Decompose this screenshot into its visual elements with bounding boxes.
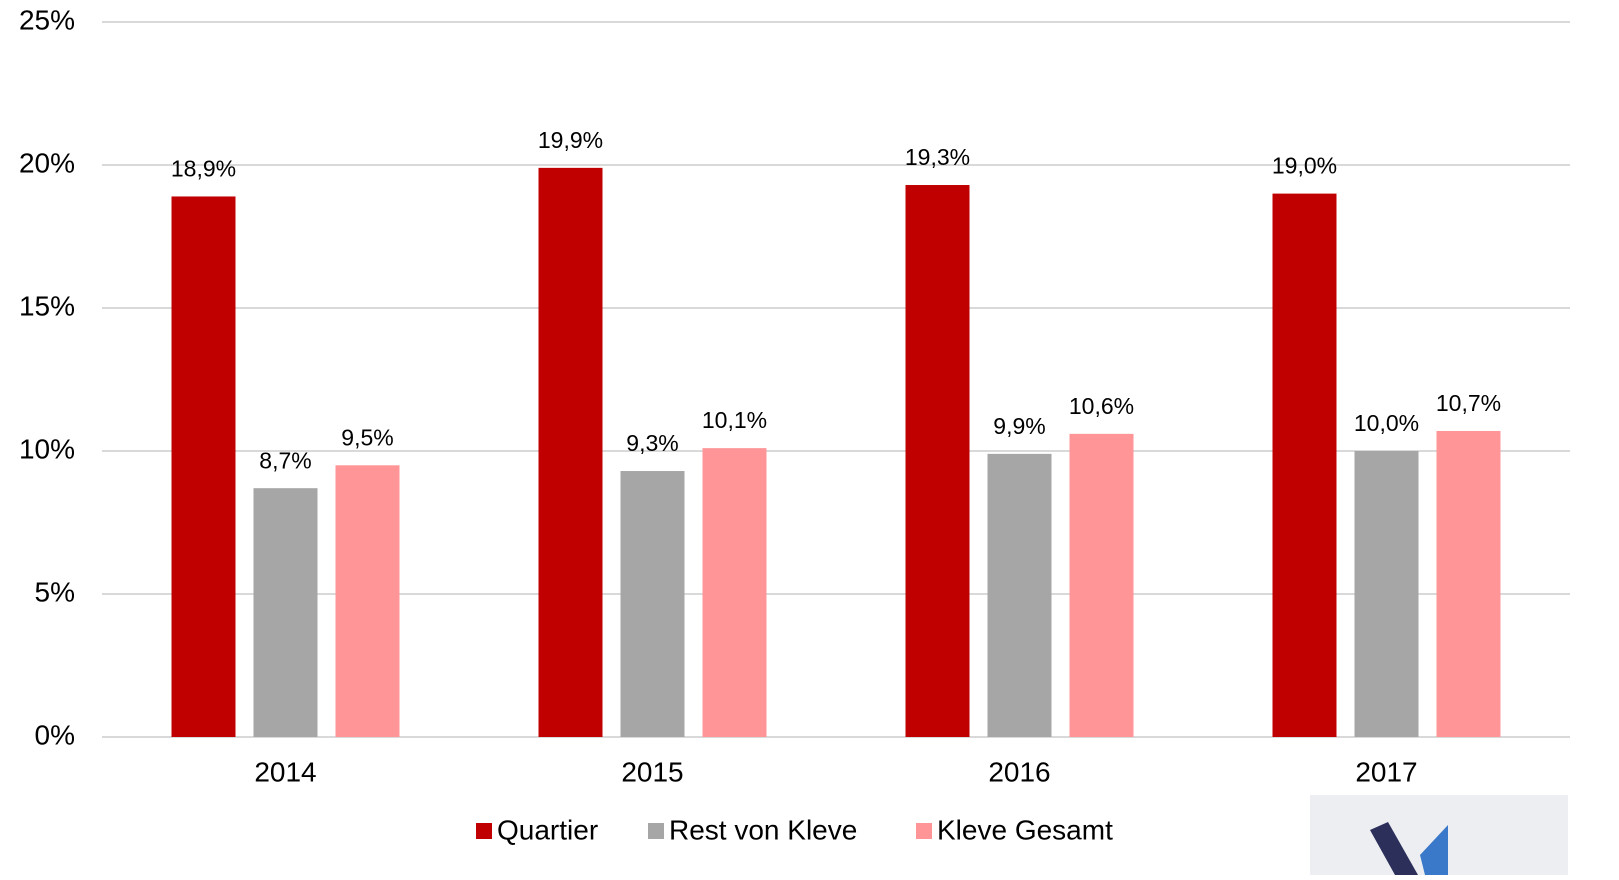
bar bbox=[1436, 430, 1501, 737]
y-tick-label: 0% bbox=[35, 719, 75, 750]
legend-label: Quartier bbox=[497, 814, 598, 845]
bar bbox=[987, 453, 1052, 737]
y-tick-label: 25% bbox=[19, 4, 75, 35]
y-tick-label: 20% bbox=[19, 147, 75, 178]
data-label: 10,1% bbox=[702, 407, 767, 433]
legend-label: Kleve Gesamt bbox=[937, 814, 1113, 845]
data-label: 19,9% bbox=[538, 127, 603, 153]
data-label: 9,3% bbox=[626, 430, 678, 456]
data-label: 9,5% bbox=[341, 424, 393, 450]
data-label: 9,9% bbox=[993, 413, 1045, 439]
x-tick-label: 2015 bbox=[621, 756, 683, 787]
data-label: 19,3% bbox=[905, 144, 970, 170]
data-label: 18,9% bbox=[171, 156, 236, 182]
legend-swatch bbox=[916, 823, 932, 839]
data-label: 8,7% bbox=[259, 447, 311, 473]
legend-swatch bbox=[476, 823, 492, 839]
bar bbox=[905, 185, 970, 737]
data-label: 10,0% bbox=[1354, 410, 1419, 436]
data-label: 10,7% bbox=[1436, 390, 1501, 416]
logo-mark bbox=[1370, 822, 1418, 875]
bar bbox=[1354, 451, 1419, 737]
data-label: 10,6% bbox=[1069, 393, 1134, 419]
logo-mark bbox=[1420, 825, 1448, 875]
bar bbox=[1272, 193, 1337, 738]
x-tick-label: 2017 bbox=[1355, 756, 1417, 787]
y-tick-label: 10% bbox=[19, 433, 75, 464]
bar bbox=[620, 471, 685, 737]
data-label: 19,0% bbox=[1272, 153, 1337, 179]
bar bbox=[171, 196, 236, 737]
y-tick-label: 5% bbox=[35, 576, 75, 607]
legend-swatch bbox=[648, 823, 664, 839]
bar bbox=[335, 465, 400, 737]
bar bbox=[538, 167, 603, 738]
bar bbox=[253, 488, 318, 737]
x-tick-label: 2014 bbox=[254, 756, 316, 787]
y-tick-label: 15% bbox=[19, 290, 75, 321]
bar bbox=[702, 448, 767, 737]
legend-label: Rest von Kleve bbox=[669, 814, 857, 845]
x-tick-label: 2016 bbox=[988, 756, 1050, 787]
bar bbox=[1069, 433, 1134, 737]
